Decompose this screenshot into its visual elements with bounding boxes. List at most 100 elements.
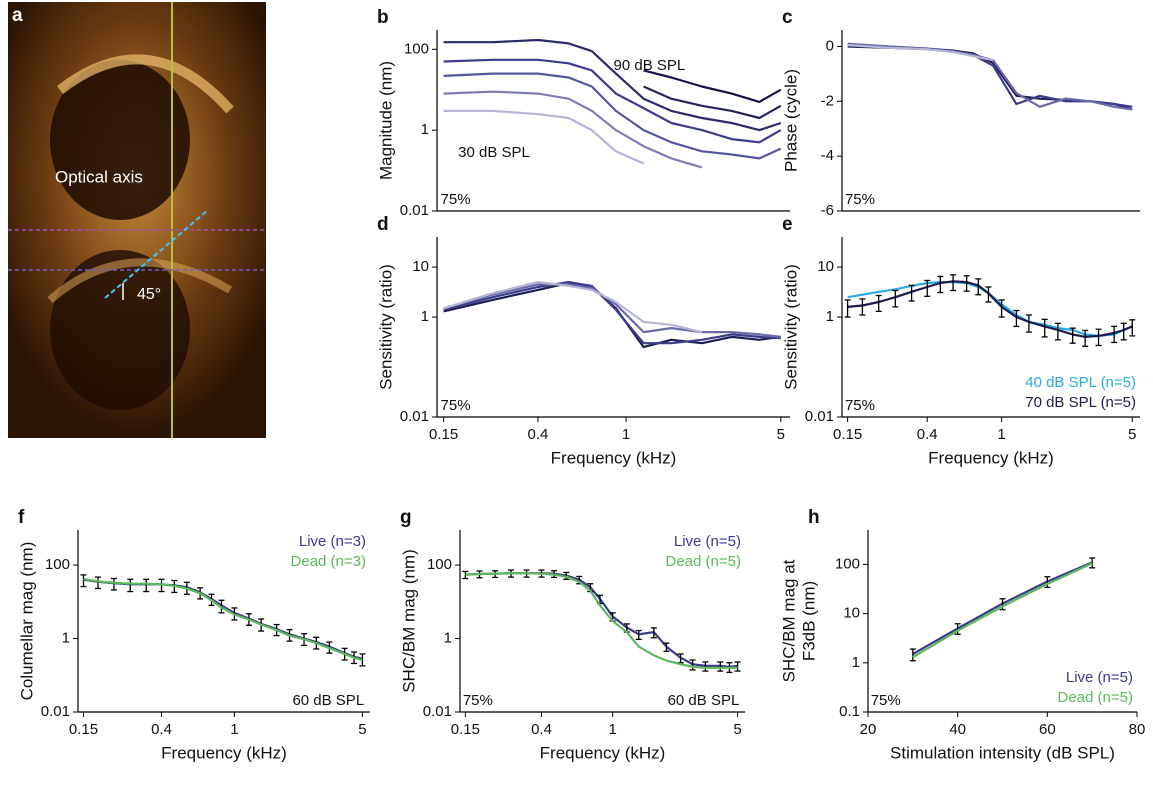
error-bar — [650, 627, 657, 639]
y-tick-label: 0.01 — [805, 408, 834, 425]
error-bar — [734, 661, 741, 672]
annotation: 75% — [845, 397, 875, 414]
error-bar — [127, 578, 134, 593]
image-label: 45° — [137, 286, 161, 303]
error-bar — [975, 278, 982, 296]
annotation: 75% — [441, 191, 471, 208]
error-bar — [859, 298, 866, 316]
error-bar — [663, 642, 670, 652]
error-bar — [1111, 325, 1118, 344]
error-bar — [80, 574, 87, 588]
series-line — [643, 69, 782, 103]
series-line — [443, 109, 645, 165]
oct-image — [8, 2, 266, 438]
series-line — [83, 578, 363, 660]
error-bar — [937, 275, 944, 294]
error-bar — [635, 629, 642, 640]
y-tick-label: 0.01 — [423, 703, 452, 720]
y-tick-label: 1 — [421, 121, 429, 138]
series-line — [443, 72, 782, 160]
error-bar — [954, 623, 961, 635]
error-bar — [909, 648, 916, 662]
y-axis-label: Sensitivity (ratio) — [376, 264, 395, 390]
x-tick-label: 40 — [949, 721, 966, 738]
legend-entry: 70 dB SPL (n=5) — [1025, 394, 1136, 411]
x-tick-label: 5 — [777, 426, 785, 443]
x-axis-label: Frequency (kHz) — [540, 743, 666, 762]
image-label: Optical axis — [55, 167, 143, 186]
error-bar — [110, 577, 117, 591]
y-axis-label: Sensitivity (ratio) — [781, 264, 800, 390]
y-tick-label: 1 — [852, 654, 860, 671]
y-tick-label: -4 — [821, 147, 834, 164]
error-bar — [1082, 329, 1089, 347]
series-line — [847, 281, 1133, 337]
x-tick-label: 0.4 — [528, 426, 549, 443]
legend-entry: Live (n=5) — [1066, 669, 1133, 686]
series-line — [443, 90, 703, 169]
annotation: 60 dB SPL — [292, 692, 364, 709]
x-tick-label: 5 — [733, 721, 741, 738]
series-line — [465, 572, 738, 668]
x-tick-label: 1 — [608, 721, 616, 738]
x-tick-label: 0.15 — [451, 721, 480, 738]
y-tick-label: 100 — [45, 556, 70, 573]
x-tick-label: 0.4 — [917, 426, 938, 443]
legend-entry: Live (n=5) — [674, 533, 741, 550]
annotation: 60 dB SPL — [668, 692, 740, 709]
y-tick-label: 100 — [427, 556, 452, 573]
error-bar — [908, 284, 915, 302]
x-axis-label: Frequency (kHz) — [161, 743, 287, 762]
annotation: 75% — [441, 397, 471, 414]
x-tick-label: 0.4 — [151, 721, 172, 738]
error-bar — [950, 274, 957, 292]
y-axis-label: Phase (cycle) — [781, 69, 800, 172]
annotation: 75% — [871, 692, 901, 709]
error-bar — [1041, 318, 1048, 338]
y-tick-label: 0.01 — [41, 703, 70, 720]
annotation: 30 dB SPL — [458, 144, 530, 161]
y-tick-label: 0 — [826, 37, 834, 54]
y-tick-label: 0.1 — [839, 703, 860, 720]
error-bar — [998, 299, 1005, 318]
x-axis-label: Frequency (kHz) — [551, 448, 677, 467]
x-tick-label: 5 — [358, 721, 366, 738]
legend-entry: Live (n=3) — [299, 533, 366, 550]
x-tick-label: 80 — [1129, 721, 1146, 738]
error-bar — [875, 294, 882, 313]
x-tick-label: 5 — [1128, 426, 1136, 443]
error-bar — [1069, 327, 1076, 344]
panel-label: b — [377, 7, 389, 28]
error-bar — [1013, 309, 1020, 328]
y-tick-label: 100 — [404, 40, 429, 57]
y-axis-label: F3dB (nm) — [799, 581, 818, 661]
series-line — [443, 38, 782, 132]
error-bar — [844, 299, 851, 318]
x-tick-label: 20 — [860, 721, 877, 738]
annotation: 75% — [845, 191, 875, 208]
error-bar — [158, 578, 165, 593]
legend-entry: Dead (n=5) — [666, 553, 741, 570]
y-tick-label: 1 — [62, 629, 70, 646]
series-line — [847, 44, 994, 62]
series-line — [912, 562, 1093, 659]
series-line — [443, 281, 703, 334]
series-line — [847, 280, 1133, 338]
error-bar — [1025, 314, 1032, 333]
series-line — [443, 281, 781, 345]
panel-label: a — [12, 5, 23, 26]
x-tick-label: 0.4 — [531, 721, 552, 738]
series-line — [465, 572, 738, 669]
x-axis-label: Frequency (kHz) — [928, 448, 1054, 467]
y-tick-label: 1 — [826, 308, 834, 325]
x-tick-label: 0.15 — [69, 721, 98, 738]
error-bar — [689, 659, 696, 671]
annotation: 90 dB SPL — [614, 57, 686, 74]
panel-label: f — [18, 507, 25, 528]
legend-entry: 40 dB SPL (n=5) — [1025, 374, 1136, 391]
legend-entry: Dead (n=3) — [291, 553, 366, 570]
error-bar — [963, 275, 970, 292]
series-line — [847, 44, 1133, 108]
annotation: 75% — [463, 692, 493, 709]
error-bar — [1095, 328, 1102, 347]
